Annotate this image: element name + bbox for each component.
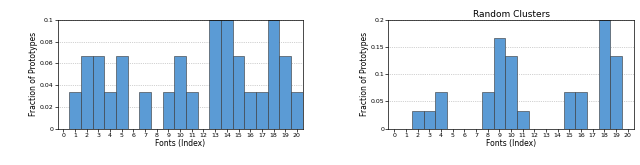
Bar (505, 56, 517, 129)
Bar (104, 92, 116, 129)
Bar (163, 92, 174, 129)
Y-axis label: Fraction of Prototypes: Fraction of Prototypes (29, 32, 38, 116)
Bar (482, 92, 493, 129)
Bar (186, 92, 198, 129)
Bar (435, 92, 447, 129)
Bar (244, 92, 256, 129)
Bar (93, 56, 104, 129)
Bar (268, 20, 280, 129)
Bar (209, 20, 221, 129)
Bar (575, 92, 587, 129)
Bar (564, 92, 575, 129)
Bar (493, 38, 505, 129)
X-axis label: Fonts (Index): Fonts (Index) (155, 139, 205, 148)
Bar (291, 92, 303, 129)
Bar (611, 56, 622, 129)
Bar (256, 92, 268, 129)
Bar (233, 56, 244, 129)
Bar (140, 92, 151, 129)
Bar (116, 56, 127, 129)
Bar (69, 92, 81, 129)
Bar (174, 56, 186, 129)
Bar (81, 56, 93, 129)
Bar (221, 20, 233, 129)
Bar (517, 111, 529, 129)
Bar (424, 111, 435, 129)
Bar (598, 20, 611, 129)
Y-axis label: Fraction of Prototypes: Fraction of Prototypes (360, 32, 369, 116)
Title: Random Clusters: Random Clusters (472, 10, 550, 19)
Bar (412, 111, 424, 129)
Bar (280, 56, 291, 129)
X-axis label: Fonts (Index): Fonts (Index) (486, 139, 536, 148)
